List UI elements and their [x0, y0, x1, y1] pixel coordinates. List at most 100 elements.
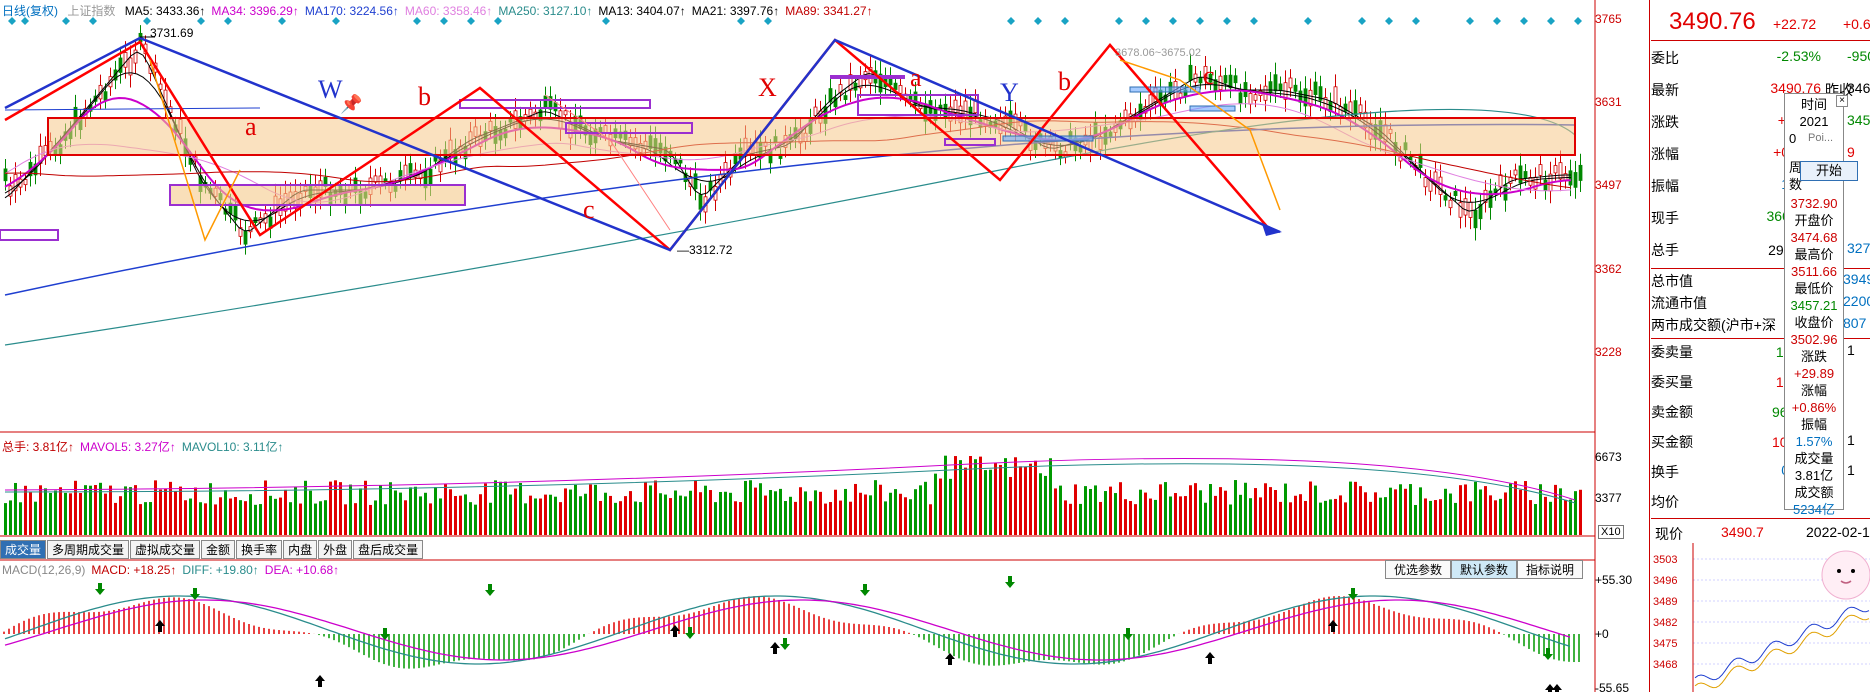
volume-bar — [1559, 488, 1562, 535]
volume-bar — [569, 489, 572, 535]
volume-bar — [1554, 484, 1557, 535]
volume-bar — [1204, 502, 1207, 535]
volume-bar — [204, 503, 207, 535]
tab-6[interactable]: 外盘 — [318, 540, 353, 559]
volume-bar — [1524, 481, 1527, 535]
volume-bar — [1009, 476, 1012, 535]
volume-bar — [109, 485, 112, 535]
popup-amt: 5234亿 — [1793, 502, 1835, 517]
volume-bar — [1489, 495, 1492, 535]
popup-open-label: 开盘价 — [1794, 213, 1834, 228]
candle-body — [543, 95, 548, 108]
volume-bar — [1299, 494, 1302, 535]
x10-button[interactable]: X10 — [1598, 525, 1624, 539]
volume-bar — [1279, 501, 1282, 535]
volume-bar — [1109, 486, 1112, 535]
tab-0[interactable]: 成交量 — [0, 540, 47, 559]
mavol-line — [4, 457, 1576, 501]
blue-wave — [4, 36, 1281, 252]
volume-bar — [564, 488, 567, 535]
candle-body — [103, 91, 108, 101]
volume-bar — [259, 504, 262, 535]
volume-bar — [914, 489, 917, 535]
popup-pct-label: 涨幅 — [1800, 383, 1827, 398]
volume-bar — [1429, 500, 1432, 535]
signal-marker — [494, 17, 502, 25]
volume-bar — [784, 501, 787, 535]
volume-bar — [59, 487, 62, 535]
tab-5[interactable]: 内盘 — [283, 540, 318, 559]
macd-label: DIFF: +19.80↑ — [182, 563, 259, 577]
volume-bar — [594, 484, 597, 535]
volume-bar — [239, 500, 242, 535]
candle-body — [1273, 74, 1278, 92]
mascot-sticker — [1821, 550, 1870, 600]
volume-bar — [1164, 482, 1167, 535]
param-button-0[interactable]: 优选参数 — [1385, 560, 1452, 579]
volume-bar — [364, 480, 367, 535]
candle-body — [893, 82, 898, 90]
close-icon[interactable]: × — [1836, 95, 1848, 107]
param-button-1[interactable]: 默认参数 — [1451, 560, 1518, 579]
volume-bar — [714, 502, 717, 535]
candle-body — [833, 97, 838, 108]
candle-body — [3, 168, 8, 182]
ma-label: MA5: 3433.36↑ — [124, 4, 206, 18]
volume-bar — [809, 501, 812, 535]
tab-2[interactable]: 虚拟成交量 — [130, 540, 201, 559]
volume-bar — [24, 485, 27, 535]
tab-7[interactable]: 盘后成交量 — [353, 540, 424, 559]
candle-body — [693, 173, 698, 190]
candle-body — [1333, 86, 1338, 105]
volume-bar — [1259, 497, 1262, 535]
volume-bar — [234, 497, 237, 535]
candle-body — [1448, 199, 1453, 209]
wave-label: b — [418, 82, 431, 111]
range-label: 3678.06~3675.02 — [1115, 47, 1201, 59]
tab-1[interactable]: 多周期成交量 — [47, 540, 130, 559]
volume-bar — [179, 486, 182, 535]
volume-bar — [589, 484, 592, 535]
volume-bar — [799, 487, 802, 535]
mini-axis-tick: 3503 — [1653, 554, 1677, 566]
consolidation-zone — [47, 117, 1576, 156]
volume-bar — [1244, 482, 1247, 535]
volume-bar — [1419, 487, 1422, 535]
blue-box — [1002, 135, 1094, 142]
volume-bar — [319, 501, 322, 535]
tab-4[interactable]: 换手率 — [236, 540, 283, 559]
volume-bar — [1454, 502, 1457, 535]
signal-marker — [1466, 17, 1474, 25]
volume-bar — [839, 500, 842, 535]
popup-poi[interactable]: Poi... — [1808, 132, 1834, 144]
signal-marker — [8, 17, 16, 25]
volume-bar — [44, 488, 47, 535]
volume-bar — [1399, 484, 1402, 535]
volume-bar — [954, 456, 957, 535]
popup-title: 时间 — [1800, 97, 1827, 112]
volume-bar — [1214, 495, 1217, 535]
volume-bar — [1024, 466, 1027, 535]
volume-bar — [479, 494, 482, 535]
tab-3[interactable]: 金额 — [201, 540, 236, 559]
purple-box — [459, 99, 651, 109]
param-button-2[interactable]: 指标说明 — [1517, 560, 1584, 579]
intraday-mini-chart[interactable]: 3503 3496 3489 3482 3475 3468 — [1651, 543, 1870, 692]
volume-bar — [1409, 484, 1412, 535]
volume-bar — [699, 492, 702, 535]
volume-bar — [1479, 489, 1482, 535]
volume-bar — [824, 503, 827, 535]
popup-year: 2021 — [1799, 114, 1829, 129]
signal-marker — [1034, 17, 1042, 25]
candle-body — [1523, 171, 1528, 179]
volume-bar — [464, 494, 467, 535]
start-button[interactable]: 开始 — [1800, 161, 1858, 181]
volume-bar — [1199, 490, 1202, 535]
kline-chart[interactable]: 3731.69 —3312.72 3678.06~3675.02 Wa b c X a Y b c 📌 — [0, 0, 1650, 692]
signal-marker — [1061, 17, 1069, 25]
candle-body — [1228, 74, 1233, 89]
candle-body — [373, 175, 378, 183]
volume-bar — [149, 502, 152, 535]
volume-bar — [664, 494, 667, 535]
